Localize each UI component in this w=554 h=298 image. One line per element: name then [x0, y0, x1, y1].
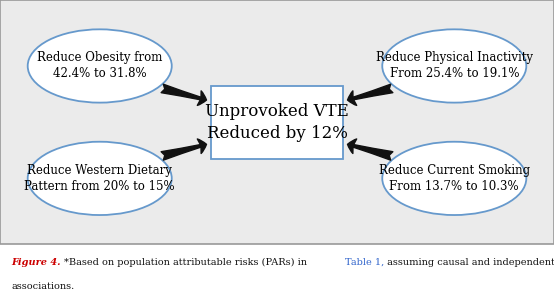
Ellipse shape	[382, 29, 526, 103]
Ellipse shape	[28, 29, 172, 103]
Text: Reduce Physical Inactivity
From 25.4% to 19.1%: Reduce Physical Inactivity From 25.4% to…	[376, 52, 533, 80]
Text: Reduce Obesity from
42.4% to 31.8%: Reduce Obesity from 42.4% to 31.8%	[37, 52, 162, 80]
Text: Table 1,: Table 1,	[345, 258, 384, 267]
Text: Unprovoked VTE
Reduced by 12%: Unprovoked VTE Reduced by 12%	[205, 103, 349, 142]
Text: assuming causal and independent: assuming causal and independent	[384, 258, 554, 267]
Text: associations.: associations.	[11, 282, 74, 291]
Text: Reduce Western Dietary
Pattern from 20% to 15%: Reduce Western Dietary Pattern from 20% …	[24, 164, 175, 193]
Ellipse shape	[382, 142, 526, 215]
Ellipse shape	[28, 142, 172, 215]
Text: *Based on population attributable risks (PARs) in: *Based on population attributable risks …	[64, 258, 310, 267]
Text: Reduce Current Smoking
From 13.7% to 10.3%: Reduce Current Smoking From 13.7% to 10.…	[379, 164, 530, 193]
FancyBboxPatch shape	[211, 86, 343, 159]
Text: Figure 4.: Figure 4.	[11, 258, 60, 267]
